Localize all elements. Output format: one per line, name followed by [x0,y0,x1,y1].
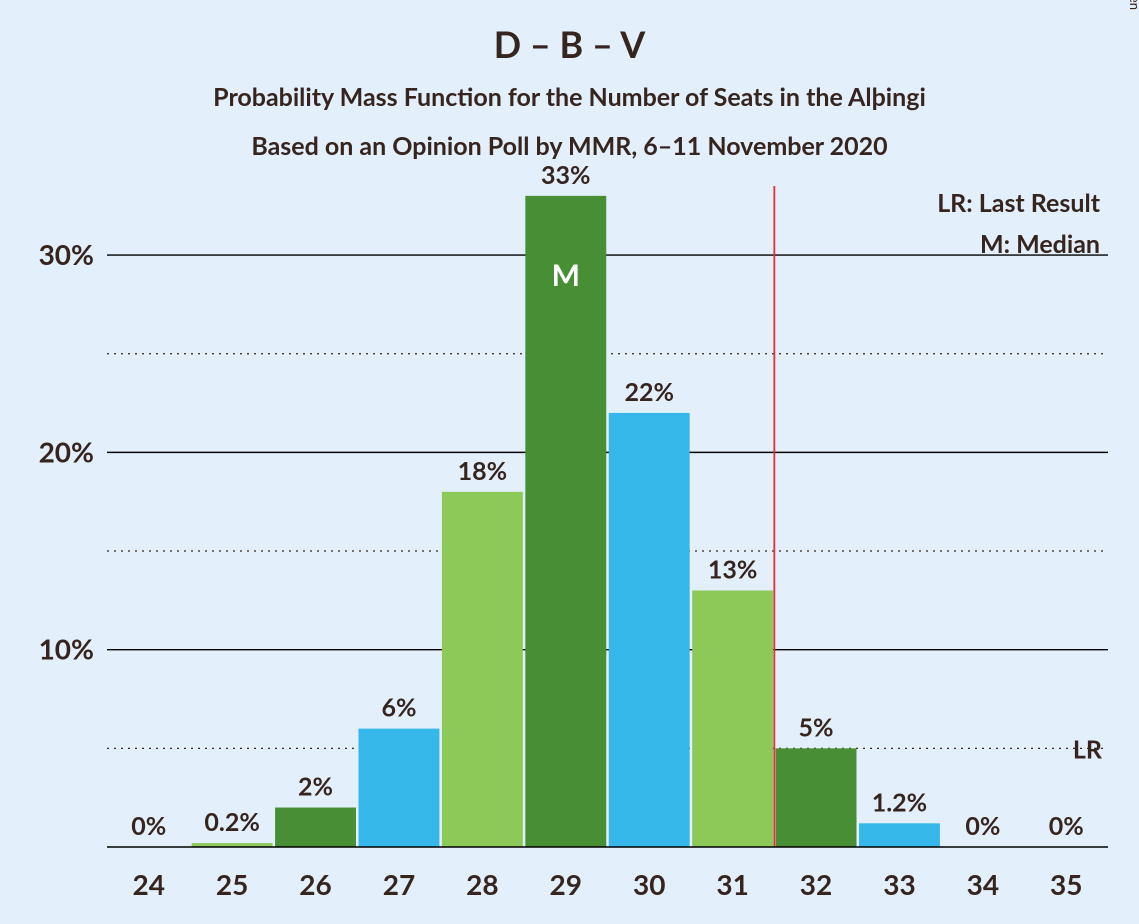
bar-value-label: 0% [1049,811,1084,841]
chart-container: D – B – V Probability Mass Function for t… [0,0,1139,924]
pmf-bar-chart: D – B – V Probability Mass Function for t… [0,0,1139,924]
legend-line: LR: Last Result [937,188,1101,218]
bar-value-label: 0% [965,811,1000,841]
y-tick-label: 20% [39,434,94,468]
bar-value-label: 18% [458,456,508,486]
x-tick-label: 33 [883,867,915,901]
chart-subtitle-2: Based on an Opinion Poll by MMR, 6–11 No… [251,131,887,161]
bar [609,413,690,847]
bar-value-label: 0% [131,811,166,841]
bar-value-label: 2% [298,772,333,802]
x-tick-label: 35 [1050,867,1082,901]
bar [859,823,940,847]
bar-value-label: 33% [541,160,591,190]
x-tick-label: 27 [383,867,415,901]
median-mark: M [552,257,580,293]
bar-value-label: 6% [381,693,416,723]
x-tick-label: 25 [216,867,248,901]
legend-line: M: Median [980,229,1100,259]
x-tick-label: 30 [633,867,665,901]
x-tick-label: 32 [800,867,832,901]
chart-subtitle-1: Probability Mass Function for the Number… [213,82,926,112]
x-tick-label: 29 [550,867,582,901]
x-tick-label: 34 [967,867,999,901]
bar [275,808,356,847]
bar [359,729,440,847]
bar [442,492,523,847]
y-tick-label: 30% [39,237,94,271]
bar-value-label: 13% [708,554,758,584]
x-tick-label: 24 [132,867,164,901]
bar [525,196,606,847]
bar-value-label: 1.2% [872,787,927,817]
last-result-label: LR [1073,734,1103,764]
x-tick-label: 26 [299,867,331,901]
bar-value-label: 22% [624,377,674,407]
copyright-text: © 2020 Filip van Laenen [1127,0,1139,10]
bar-value-label: 0.2% [204,807,259,837]
bar-value-label: 5% [799,712,834,742]
x-tick-label: 31 [716,867,748,901]
bar [776,748,857,847]
chart-title: D – B – V [494,22,646,66]
x-tick-label: 28 [466,867,498,901]
y-tick-label: 10% [39,632,94,666]
bar [692,590,773,847]
